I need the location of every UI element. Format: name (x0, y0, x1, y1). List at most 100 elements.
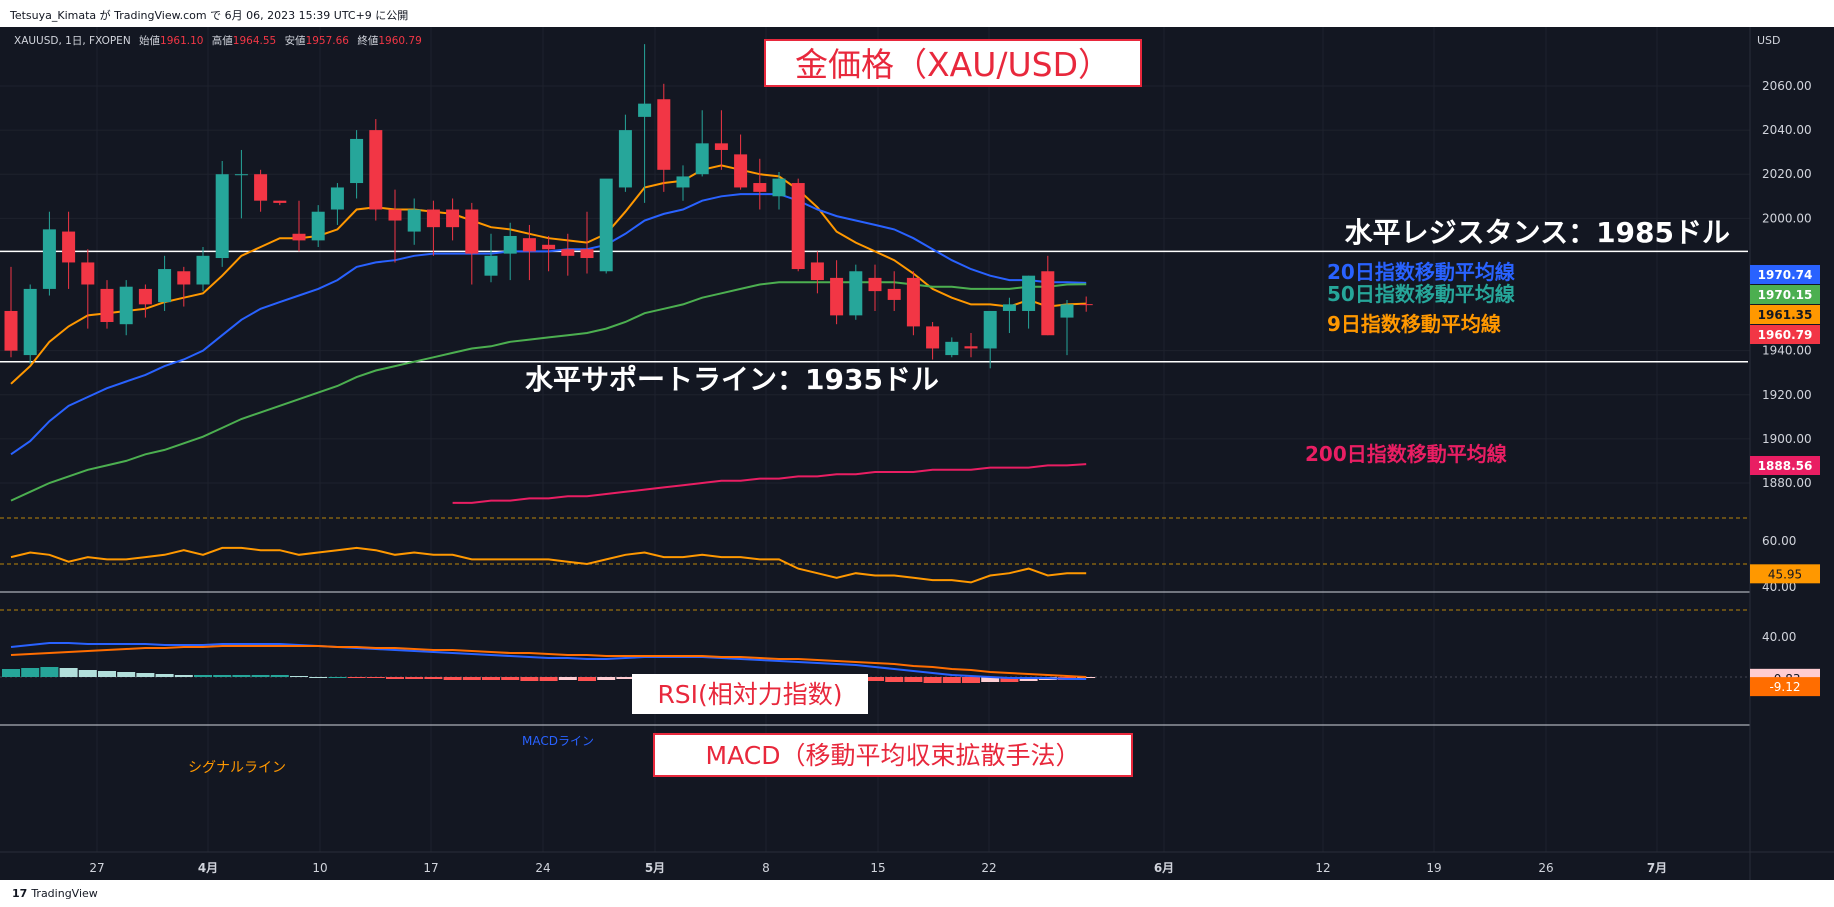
candle-body (62, 231, 76, 263)
candle-body (4, 310, 18, 351)
time-tick-label: 22 (981, 861, 996, 875)
macd-histogram-bar (539, 677, 558, 681)
macd-histogram-bar (866, 677, 884, 681)
candle-body (81, 262, 95, 285)
macd-pane[interactable] (0, 642, 1748, 683)
macd-histogram-bar (174, 675, 193, 677)
time-tick-label: 15 (870, 861, 885, 875)
time-tick-label: 24 (535, 861, 550, 875)
candle-body (292, 233, 306, 241)
macd-histogram-bar (597, 677, 616, 680)
rsi-tick-label: 60.00 (1762, 534, 1796, 548)
candle-body (830, 277, 844, 316)
macd-histogram-bar (520, 677, 539, 681)
macd-histogram-bar (155, 674, 174, 677)
price-tick-label: 1880.00 (1762, 476, 1812, 490)
time-axis[interactable]: 27 4月 10 17 24 5月 8 15 22 6月 12 19 26 7月 (89, 861, 1667, 875)
publisher-text: Tetsuya_Kimata が TradingView.com で 6月 06… (10, 9, 409, 22)
candle-body (158, 269, 172, 303)
candle-body (388, 209, 402, 221)
candle-body (177, 271, 191, 285)
rsi-tick-label: 40.00 (1762, 580, 1796, 594)
candle-body (138, 288, 152, 305)
macd-histogram-bar (78, 670, 97, 677)
price-tick-label: 1940.00 (1762, 344, 1812, 358)
rsi-pane[interactable] (0, 517, 1748, 611)
candle-body (810, 262, 824, 281)
macd-histogram-bar (443, 677, 462, 680)
price-tag (1750, 325, 1820, 344)
candle-body (254, 174, 268, 201)
candle-body (503, 235, 517, 254)
ema200-label: 200日指数移動平均線 (1305, 442, 1507, 466)
close-label: 終値 (357, 34, 378, 47)
candle-body (945, 341, 959, 356)
price-tick-label: 2060.00 (1762, 79, 1812, 93)
rsi-value: 45.95 (1768, 567, 1802, 581)
ema200-line (452, 463, 1087, 504)
candle-body (734, 154, 748, 188)
signal-line (10, 645, 1087, 678)
price-tick-label: 2040.00 (1762, 123, 1812, 137)
price-tag-value: 1960.79 (1758, 328, 1813, 342)
signal-value: -9.12 (1769, 680, 1800, 694)
price-tag (1750, 265, 1820, 284)
macd-histogram-bar (885, 677, 904, 682)
candle-body (100, 288, 114, 322)
price-tag-value: 1970.15 (1758, 288, 1813, 302)
macd-tick-label: 40.00 (1762, 630, 1796, 644)
candle-body (657, 99, 671, 170)
candle-body (1060, 304, 1074, 318)
macd-line-label: MACDライン (522, 734, 594, 748)
open-value: 1961.10 (160, 35, 203, 47)
candle-body (1041, 271, 1055, 336)
candle-body (791, 183, 805, 270)
candle-body (599, 178, 613, 272)
high-value: 1964.55 (233, 35, 276, 47)
price-tick-label: 1900.00 (1762, 432, 1812, 446)
macd-histogram-bar (136, 673, 155, 677)
ema20-label: 20日指数移動平均線 (1327, 260, 1515, 284)
macd-histogram-bar (1077, 677, 1096, 678)
grid (0, 27, 1750, 852)
gold-title: 金価格（XAU/USD） (795, 45, 1111, 84)
candle-body (234, 174, 248, 176)
candle-body (1022, 275, 1036, 311)
price-axis[interactable]: 2060.00 2040.00 2020.00 2000.00 1940.00 1920.… (1762, 79, 1812, 644)
price-tag-value: 1961.35 (1758, 308, 1813, 322)
candle-body (369, 130, 383, 210)
chart-canvas[interactable]: 2060.002040.002020.002000.001940.001920.… (0, 27, 1834, 880)
candle-body (484, 255, 498, 276)
candle-body (618, 130, 632, 188)
candle-body (196, 255, 210, 285)
price-tick-label: 2020.00 (1762, 167, 1812, 181)
macd-title: MACD（移動平均収束拡散手法） (706, 741, 1081, 770)
macd-title-box (653, 733, 1133, 777)
price-labels: 1970.74 1970.15 1961.35 1960.79 1888.56 45.95… (1750, 265, 1820, 697)
symbol-legend[interactable]: XAUUSD, 1日, FXOPEN 始値1961.10 高値1964.55 安… (14, 34, 422, 47)
macd-histogram-bar (290, 676, 308, 677)
candle-body (676, 176, 690, 188)
candle-body (561, 249, 575, 256)
candle-body (868, 277, 882, 292)
tradingview-brand[interactable]: 17 TradingView (12, 887, 98, 900)
macd-histogram-bar (309, 677, 328, 678)
candle-body (446, 209, 460, 228)
time-tick-label: 5月 (645, 861, 665, 875)
candle-body (350, 138, 364, 184)
macd-histogram-bar (347, 677, 366, 678)
macd-histogram-bar (482, 677, 500, 680)
high-label: 高値 (212, 34, 233, 47)
candle-body (964, 346, 978, 349)
macd-histogram-bar (386, 677, 404, 679)
macd-histogram-bar (40, 667, 59, 677)
currency-label: USD (1757, 34, 1781, 47)
candle-body (1002, 304, 1016, 311)
macd-histogram-bar (942, 677, 961, 683)
open-label: 始値 (139, 34, 160, 47)
candle-body (273, 200, 287, 203)
tradingview-logo: 17 (12, 887, 28, 900)
candles[interactable] (4, 44, 1093, 369)
candle-body (849, 271, 863, 316)
macd-histogram-bar (558, 677, 577, 680)
